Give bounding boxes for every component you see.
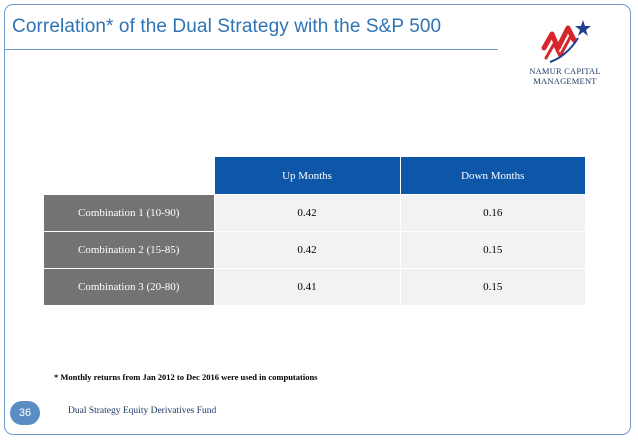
up-months-value: 0.42 <box>213 231 400 269</box>
header-blank-cell <box>44 157 214 195</box>
slide-title: Correlation* of the Dual Strategy with t… <box>12 16 442 37</box>
header-down-months: Down Months <box>399 157 585 195</box>
company-logo: NAMUR CAPITAL MANAGEMENT <box>520 18 610 90</box>
page-number-badge: 36 <box>10 401 40 425</box>
row-label: Combination 2 (15-85) <box>44 231 214 269</box>
logo-line1: NAMUR CAPITAL <box>529 66 601 76</box>
table-header-row: Up Months Down Months <box>44 157 585 195</box>
logo-text: NAMUR CAPITAL MANAGEMENT <box>520 66 610 86</box>
title-underline <box>4 49 498 50</box>
table-row: Combination 1 (10-90) 0.42 0.16 <box>44 194 585 232</box>
down-months-value: 0.15 <box>399 268 585 305</box>
row-label: Combination 1 (10-90) <box>44 194 214 232</box>
up-months-value: 0.42 <box>213 194 400 232</box>
table-row: Combination 2 (15-85) 0.42 0.15 <box>44 231 585 269</box>
header-up-months: Up Months <box>213 157 400 195</box>
up-months-value: 0.41 <box>213 268 400 305</box>
footnote: * Monthly returns from Jan 2012 to Dec 2… <box>54 372 318 382</box>
down-months-value: 0.15 <box>399 231 585 269</box>
footer-text: Dual Strategy Equity Derivatives Fund <box>68 406 217 416</box>
correlation-table: Up Months Down Months Combination 1 (10-… <box>44 157 585 305</box>
logo-line2: MANAGEMENT <box>533 76 597 86</box>
table-row: Combination 3 (20-80) 0.41 0.15 <box>44 268 585 305</box>
namur-capital-logo-icon <box>541 20 591 63</box>
row-label: Combination 3 (20-80) <box>44 268 214 305</box>
down-months-value: 0.16 <box>399 194 585 232</box>
